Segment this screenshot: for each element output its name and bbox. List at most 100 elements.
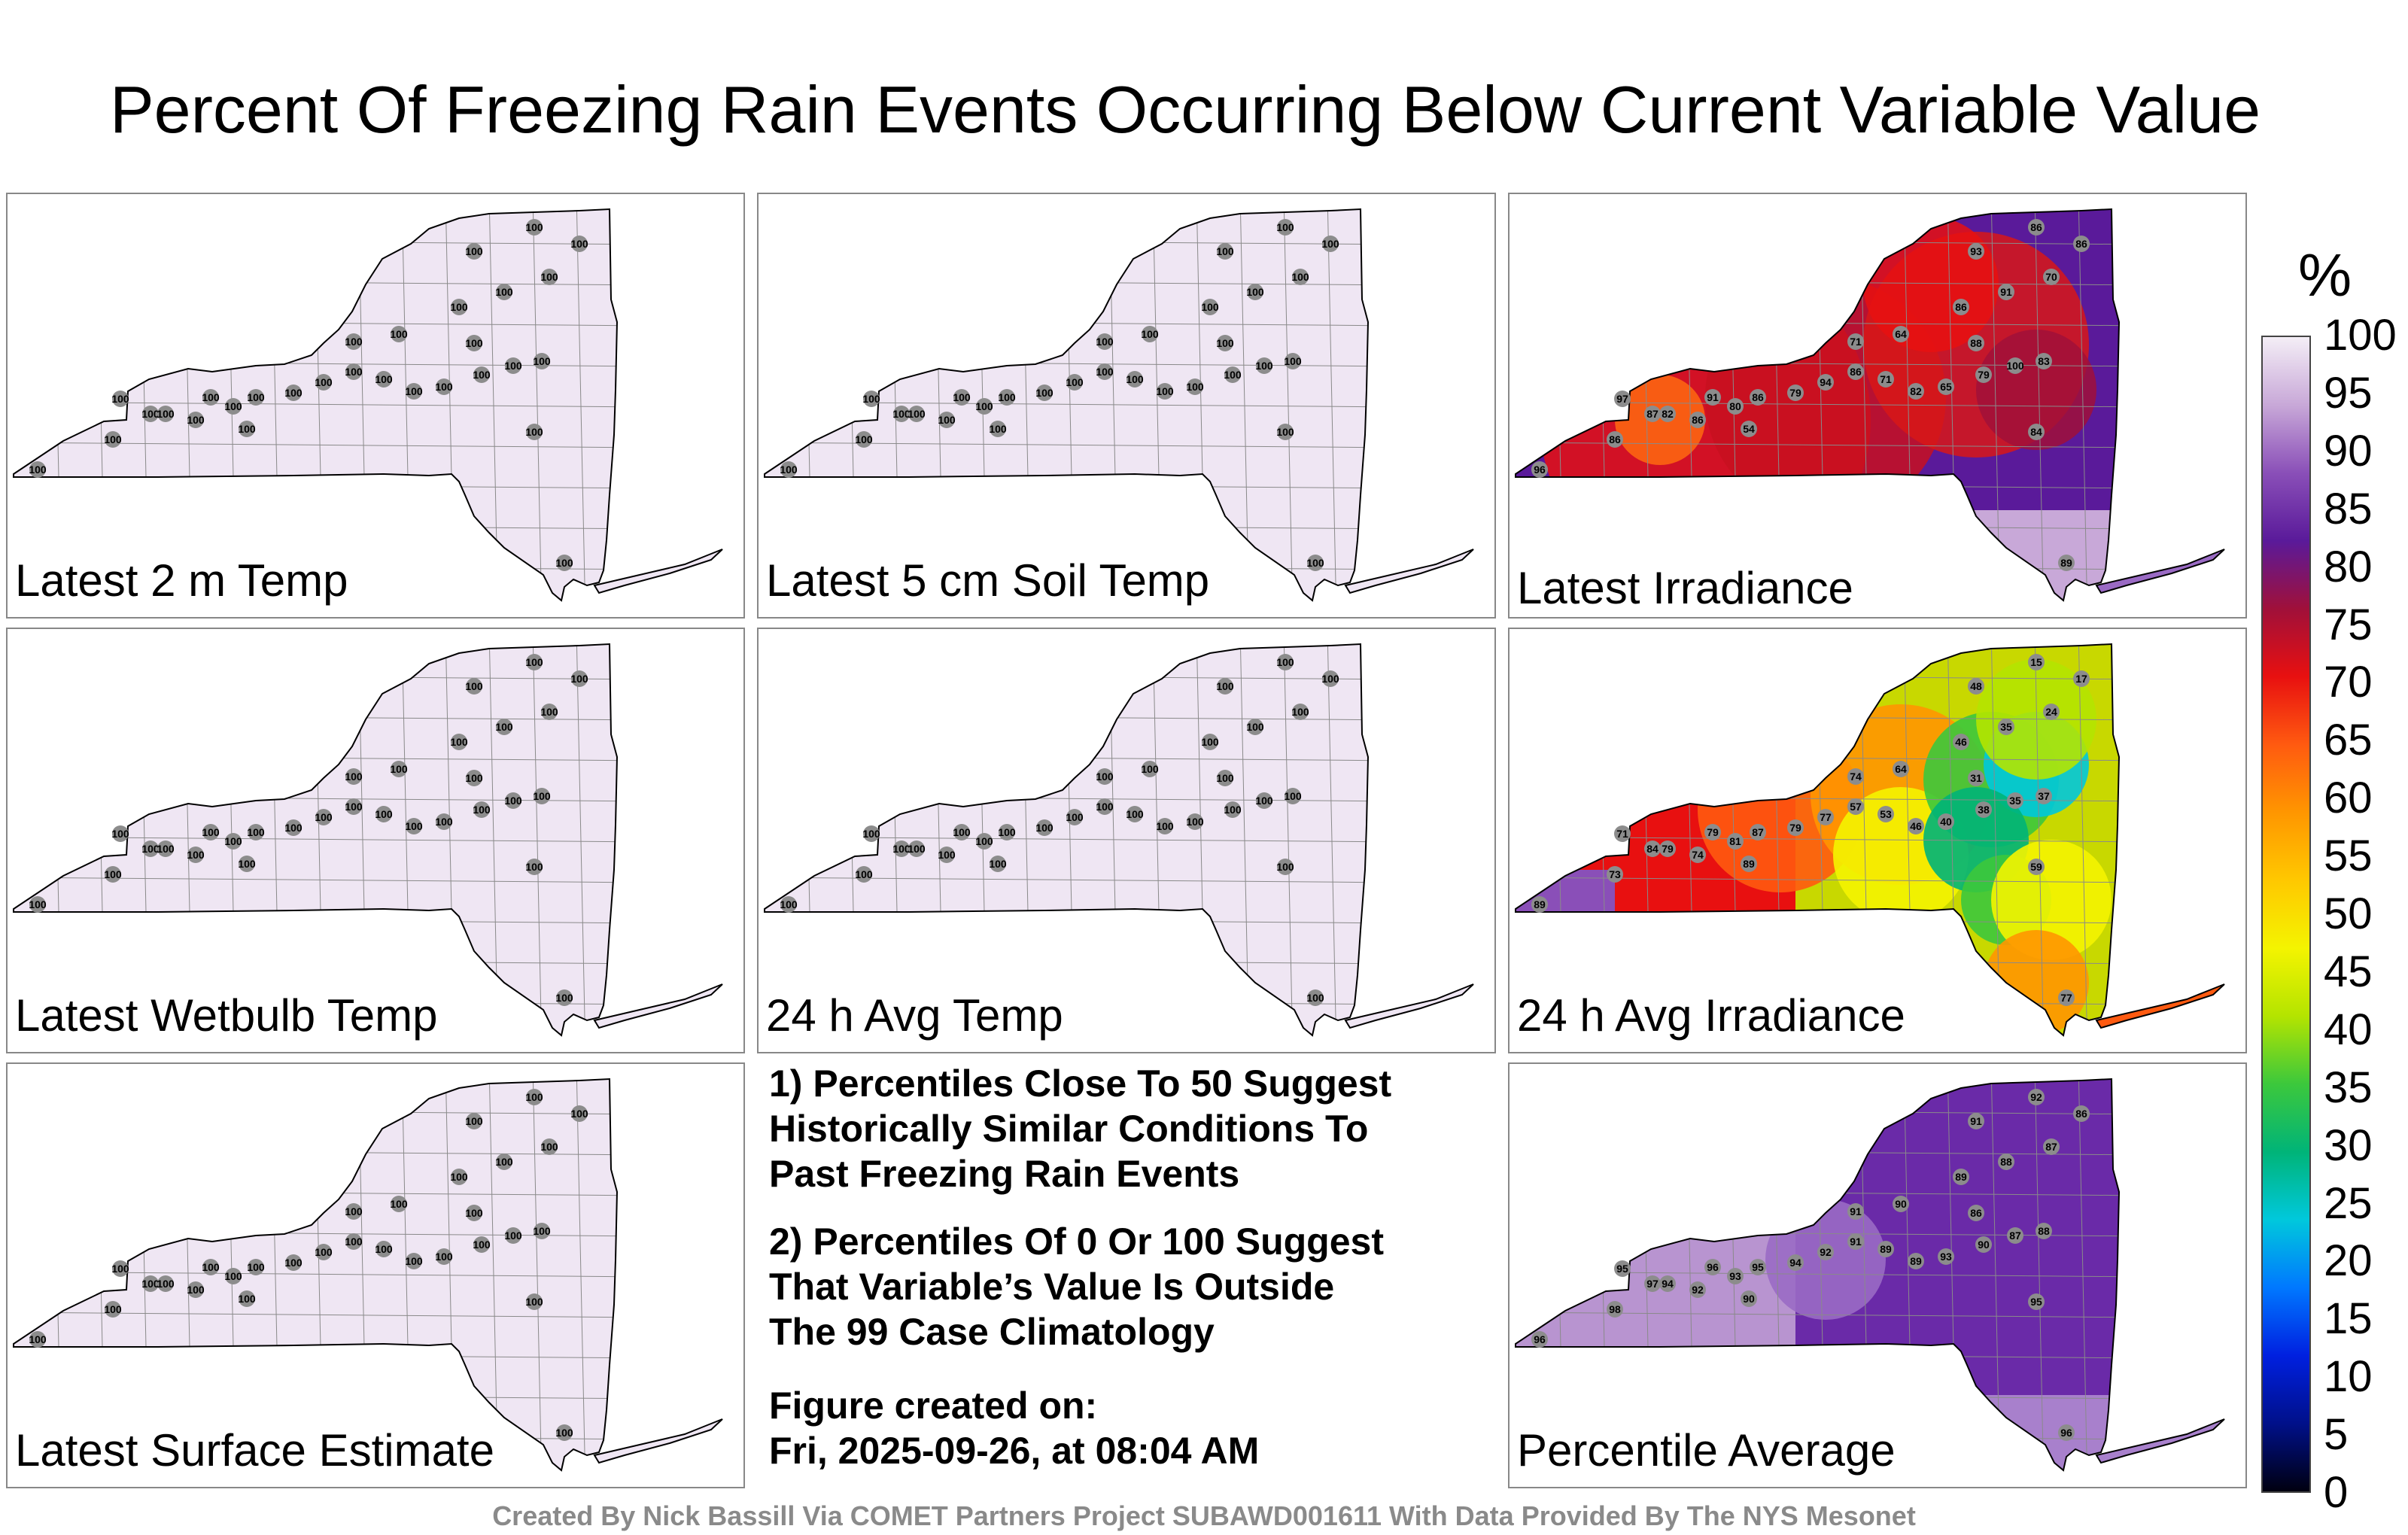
station-value: 100 [1246,721,1264,733]
station-value: 100 [238,858,256,870]
station-marker [1741,1290,1757,1307]
long-island [593,549,723,594]
station-value: 53 [1880,808,1892,820]
station-marker [1659,1275,1676,1292]
panel-24h-avg-irradiance: 89 73 84 71 79 74 81 89 79 87 79 77 57 53 46 40 38 35 37 31… [1508,628,2247,1053]
station-marker [1998,284,2014,300]
station-marker [1750,389,1766,406]
station-marker [556,989,573,1006]
station-marker [1847,1233,1864,1250]
station-value: 100 [202,391,220,403]
panel-24h-avg-temp: 100 100 100 100 100 100 100 100 100 100 100 100 100 1… [757,628,1496,1053]
station-marker [1704,1259,1721,1275]
station-marker [1659,406,1676,422]
station-marker [976,398,993,415]
station-value: 96 [1707,1261,1719,1273]
station-value: 71 [1880,373,1892,385]
station-marker [1096,333,1113,350]
station-marker [406,818,422,834]
colorbar-tick-label: 15 [2324,1294,2373,1344]
state-outline [13,208,619,602]
station-marker [466,1205,482,1221]
station-marker [571,670,588,687]
station-marker [1142,326,1158,342]
station-value: 100 [465,772,483,784]
station-value: 100 [345,366,363,378]
station-marker [1847,363,1864,380]
station-value: 100 [473,1239,491,1251]
long-island [1344,549,1474,594]
station-marker [2028,654,2045,670]
station-value: 100 [104,433,122,445]
station-marker [157,840,174,857]
station-value: 92 [1692,1284,1704,1296]
station-marker [1953,1169,1969,1185]
panel-latest-2m-temp: 100 100 100 100 100 100 100 100 100 100 100 100 100 1… [6,193,745,619]
station-value: 100 [1066,376,1084,388]
station-marker [225,833,242,850]
station-marker [1727,833,1744,850]
station-marker [157,1275,174,1292]
station-value: 100 [975,835,993,847]
station-marker [1689,1281,1706,1298]
station-value: 91 [1850,1236,1862,1248]
station-value: 89 [1743,858,1755,870]
station-value: 100 [405,385,423,397]
station-value: 100 [555,992,573,1004]
station-value: 100 [473,804,491,816]
station-marker [2028,1089,2045,1105]
station-marker [1975,1236,1992,1253]
station-value: 100 [1141,763,1159,775]
station-marker [1908,818,1924,834]
station-value: 86 [2030,221,2042,233]
station-marker [29,1331,46,1348]
station-value: 79 [1707,826,1719,838]
station-value: 100 [908,408,926,420]
station-value: 100 [111,393,129,405]
station-marker [105,1301,121,1318]
station-value: 100 [504,1230,522,1242]
station-value: 100 [1186,816,1204,828]
station-marker [285,1254,302,1271]
station-marker [2028,859,2045,875]
state-outline [764,208,1370,602]
credit-line: Created By Nick Bassill Via COMET Partne… [492,1500,1916,1531]
long-island [2095,1418,2225,1464]
station-value: 100 [953,826,971,838]
station-marker [1953,299,1969,315]
station-value: 100 [450,301,468,313]
station-value: 100 [450,736,468,748]
station-value: 100 [405,820,423,832]
station-value: 100 [375,373,393,385]
station-marker [1938,813,1954,830]
station-marker [1877,1241,1894,1257]
station-marker [1968,770,1984,786]
station-value: 100 [1291,706,1309,718]
station-marker [187,412,204,428]
panel-label: Latest 5 cm Soil Temp [766,555,1210,606]
station-markers: 100 100 100 100 100 100 100 100 100 100 100 100 100 1… [29,219,588,571]
station-marker [1531,1331,1548,1348]
station-value: 90 [1743,1293,1755,1305]
station-marker [953,824,970,840]
station-marker [29,461,46,478]
station-value: 15 [2030,656,2042,668]
station-marker [1292,704,1309,720]
station-marker [1689,847,1706,863]
station-value: 40 [1940,816,1952,828]
station-marker [202,389,219,406]
station-value: 100 [1126,373,1144,385]
station-marker [1142,761,1158,777]
station-marker [541,269,558,285]
station-value: 100 [1096,336,1114,348]
station-value: 100 [247,826,265,838]
station-marker [938,412,955,428]
colorbar-tick-label: 95 [2324,368,2373,418]
station-marker [1256,792,1272,809]
station-value: 100 [1066,811,1084,823]
station-marker [1659,840,1676,857]
station-value: 100 [224,835,242,847]
station-marker [526,1089,543,1105]
station-marker [938,847,955,863]
station-value: 83 [2038,355,2050,367]
